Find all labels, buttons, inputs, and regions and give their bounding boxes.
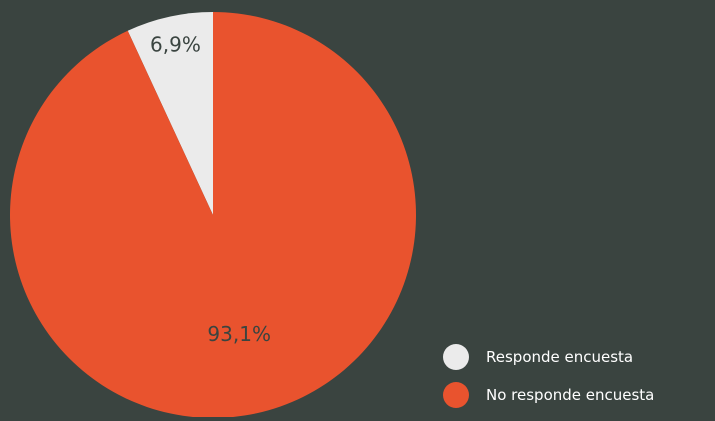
- legend-item-responde: Responde encuesta: [443, 343, 654, 370]
- pie-label-no-responde-encuesta: 93,1%: [207, 322, 271, 346]
- legend-label-no-responde: No responde encuesta: [486, 385, 655, 404]
- pie-slice-responde-encuesta: [127, 11, 213, 215]
- pie-label-responde-encuesta: 6,9%: [150, 33, 201, 57]
- legend-swatch-no-responde: [443, 381, 469, 408]
- pie-slice-no-responde-encuesta: [9, 12, 416, 418]
- legend: Responde encuesta No responde encuesta: [443, 343, 655, 420]
- legend-label-responde: Responde encuesta: [486, 347, 634, 366]
- legend-item-no-responde: No responde encuesta: [443, 381, 655, 408]
- legend-swatch-responde: [443, 343, 469, 370]
